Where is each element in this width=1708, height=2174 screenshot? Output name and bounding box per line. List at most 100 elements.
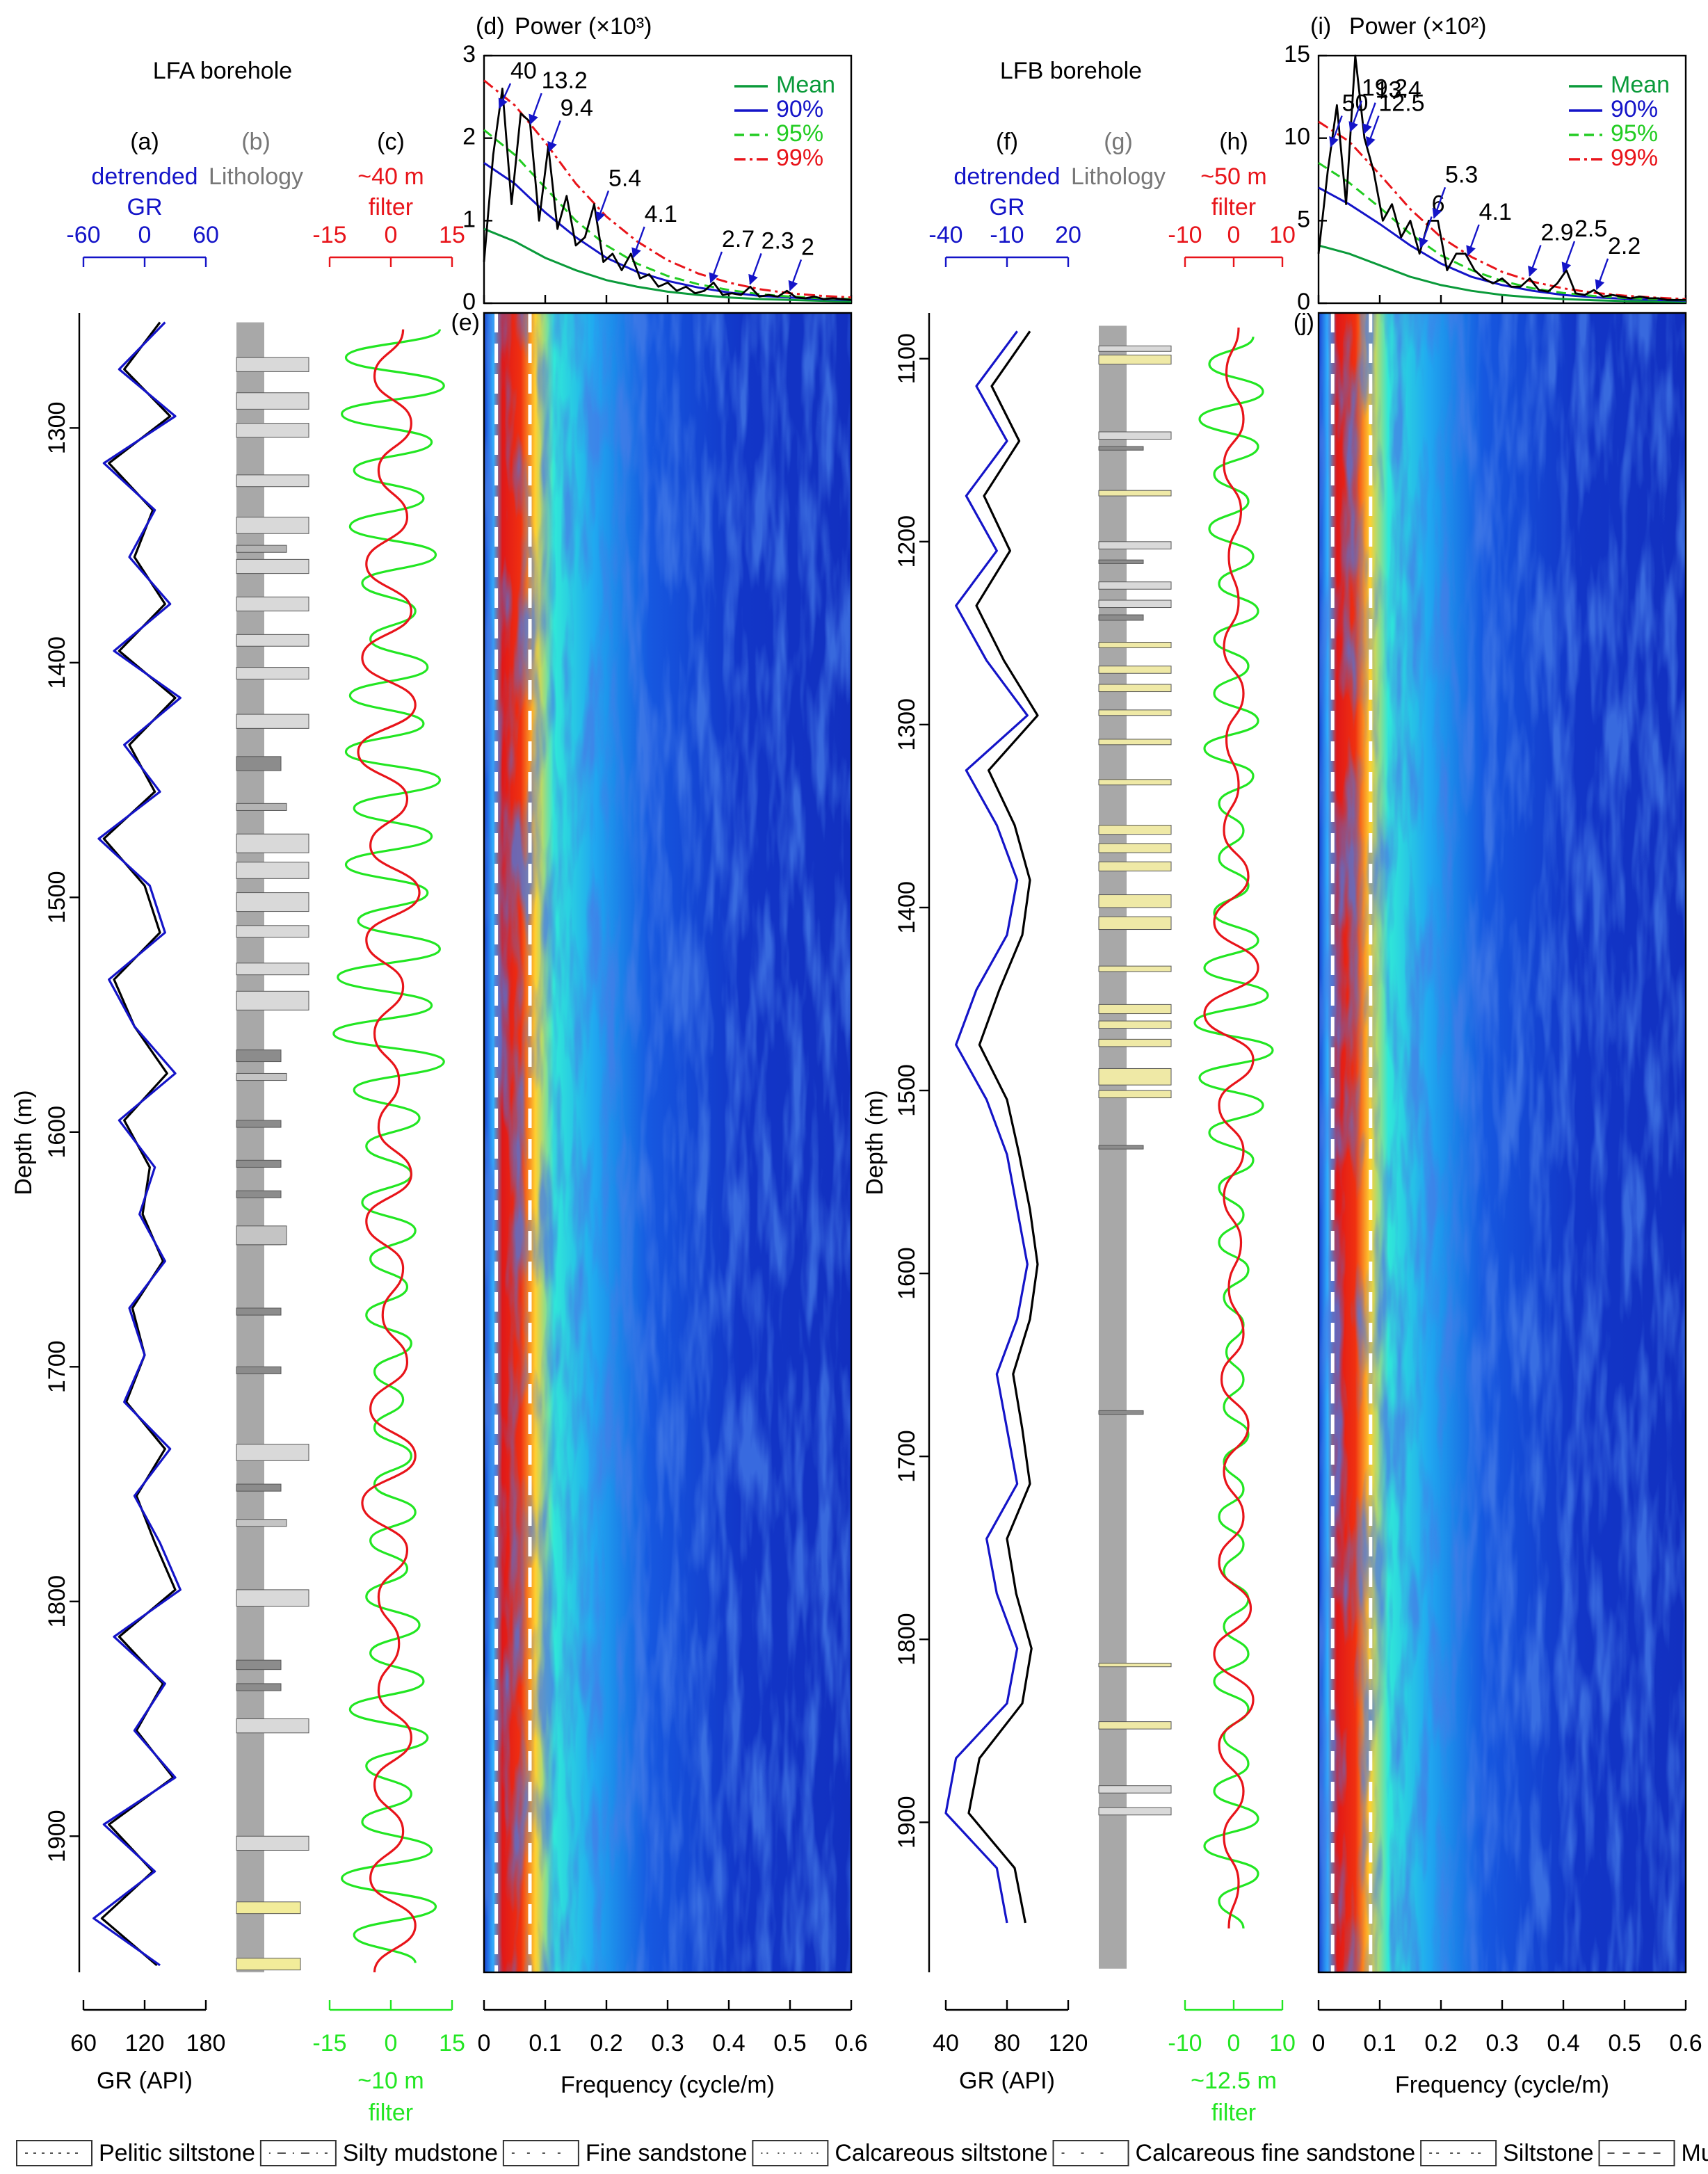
lithology-bed <box>236 862 309 879</box>
lithology-bed <box>1098 965 1172 972</box>
peak-arrow <box>1362 102 1376 135</box>
spectrum-title: Power (×10²) <box>1349 13 1486 40</box>
peak-arrow <box>1348 100 1362 133</box>
axis-tick-label: 0 <box>138 222 152 248</box>
peak-label: 2.5 <box>1574 216 1607 242</box>
legend-box <box>502 2140 579 2166</box>
peak-label: 13.2 <box>542 67 588 94</box>
depth-tick-label: 1900 <box>894 1796 920 1849</box>
lithology-bed <box>236 1225 287 1246</box>
panel-title: Lithology <box>1071 163 1166 190</box>
confidence-curve <box>1318 120 1686 300</box>
depth-tick-label: 1400 <box>44 636 70 689</box>
lithology-bed <box>1098 614 1144 621</box>
y-tick-label: 3 <box>462 41 476 67</box>
axis-tick-label: 10 <box>1269 2030 1296 2056</box>
depth-tick-label: 1300 <box>44 402 70 455</box>
axis-tick-label: 80 <box>994 2030 1020 2056</box>
spectrogram-texture <box>484 313 851 1972</box>
axis-tick-label: 0.4 <box>1547 2030 1579 2056</box>
axis-title: filter <box>369 2100 413 2126</box>
peak-arrow <box>1528 245 1542 277</box>
lithology-bed <box>1098 861 1172 871</box>
y-tick-label: 2 <box>462 124 476 150</box>
lithology-bed <box>236 357 309 372</box>
lithology-bed <box>236 1120 282 1128</box>
lithology-bed <box>1098 1145 1144 1150</box>
peak-arrow <box>1419 216 1433 248</box>
axis-tick-label: 120 <box>1049 2030 1088 2056</box>
power-spectrum <box>483 88 852 301</box>
lithology-bed <box>236 1072 287 1081</box>
lithology-bed <box>236 925 309 938</box>
log-curve <box>944 330 1029 1924</box>
depth-tick-label: 1500 <box>894 1064 920 1117</box>
peak-arrow <box>1561 241 1576 273</box>
lithology-bed <box>1098 894 1172 908</box>
lithology-bed <box>1098 642 1172 648</box>
panel-label: (g) <box>1104 129 1133 155</box>
spectrum-frame <box>1317 54 1687 305</box>
lithology-bed <box>236 1159 282 1168</box>
lithology-bed <box>1098 490 1172 497</box>
peak-label: 4.1 <box>645 201 677 227</box>
depth-tick-label: 1500 <box>44 871 70 924</box>
y-tick-label: 1 <box>462 206 476 232</box>
axis-title: filter <box>1211 2100 1256 2126</box>
confidence-curve <box>1318 244 1686 303</box>
peak-label: 50 <box>1342 90 1369 116</box>
axis-tick-label: -10 <box>1168 222 1202 248</box>
spectrogram-texture <box>1319 313 1686 1972</box>
lithology-bed <box>236 474 309 488</box>
peak-arrow <box>498 83 512 109</box>
peak-label: 2 <box>801 234 814 260</box>
legend-label: Calcareous siltstone <box>835 2140 1047 2166</box>
lithology-bed <box>1098 916 1172 931</box>
legend-label: Calcareous fine sandstone <box>1136 2140 1416 2166</box>
depth-tick-label: 1700 <box>894 1430 920 1483</box>
peak-label: 2.3 <box>762 227 794 254</box>
lithology-bed <box>236 892 309 912</box>
axis-tick-label: -15 <box>312 2030 346 2056</box>
lithology-bed <box>236 423 309 438</box>
peak-arrow <box>529 92 542 125</box>
axis-tick-label: -10 <box>1168 2030 1202 2056</box>
depth-tick-label: 1200 <box>894 515 920 568</box>
axis-tick-label: 0.5 <box>1608 2030 1641 2056</box>
axis-tick-label: 0.4 <box>712 2030 745 2056</box>
confidence-curve <box>483 162 852 301</box>
axis-tick-label: 0.5 <box>773 2030 806 2056</box>
lithology-bed <box>1098 739 1172 746</box>
axis-tick-label: 0.3 <box>651 2030 684 2056</box>
confidence-curve <box>483 129 852 300</box>
depth-tick-label: 1100 <box>894 333 920 384</box>
axis-title: GR (API) <box>97 2068 193 2094</box>
axis-tick-label: 0 <box>478 2030 491 2056</box>
lithology-bed <box>1098 1807 1172 1816</box>
depth-tick-label: 1800 <box>44 1575 70 1628</box>
axis-tick-label: 0 <box>1227 2030 1241 2056</box>
depth-tick-label: 1800 <box>894 1613 920 1666</box>
axis-tick-label: 120 <box>125 2030 165 2056</box>
lithology-bed <box>236 667 309 679</box>
lithology-bed <box>236 756 282 771</box>
power-spectrum <box>1317 54 1686 301</box>
panel-title: Lithology <box>209 163 303 190</box>
lithology-bed <box>236 1307 282 1316</box>
peak-label: 4.1 <box>1479 199 1512 225</box>
peak-label: 19.2 <box>1362 75 1408 102</box>
lithology-bed <box>236 1049 282 1063</box>
axis-tick-label: 0 <box>385 222 398 248</box>
lithology-bed <box>236 1683 282 1691</box>
y-tick-label: 10 <box>1284 124 1310 150</box>
depth-tick-label: 1600 <box>44 1106 70 1159</box>
depth-label: Depth (m) <box>10 1090 37 1195</box>
lithology-bed <box>1098 1721 1172 1730</box>
peak-arrow <box>788 259 803 291</box>
depth-tick-label: 1600 <box>894 1247 920 1300</box>
peak-label: 2.2 <box>1608 233 1641 259</box>
axis-title: Frequency (cycle/m) <box>1395 2072 1609 2098</box>
legend-label: Silty mudstone <box>343 2140 498 2166</box>
panel-label: (a) <box>130 129 159 155</box>
lithology-bed <box>1098 1004 1172 1015</box>
